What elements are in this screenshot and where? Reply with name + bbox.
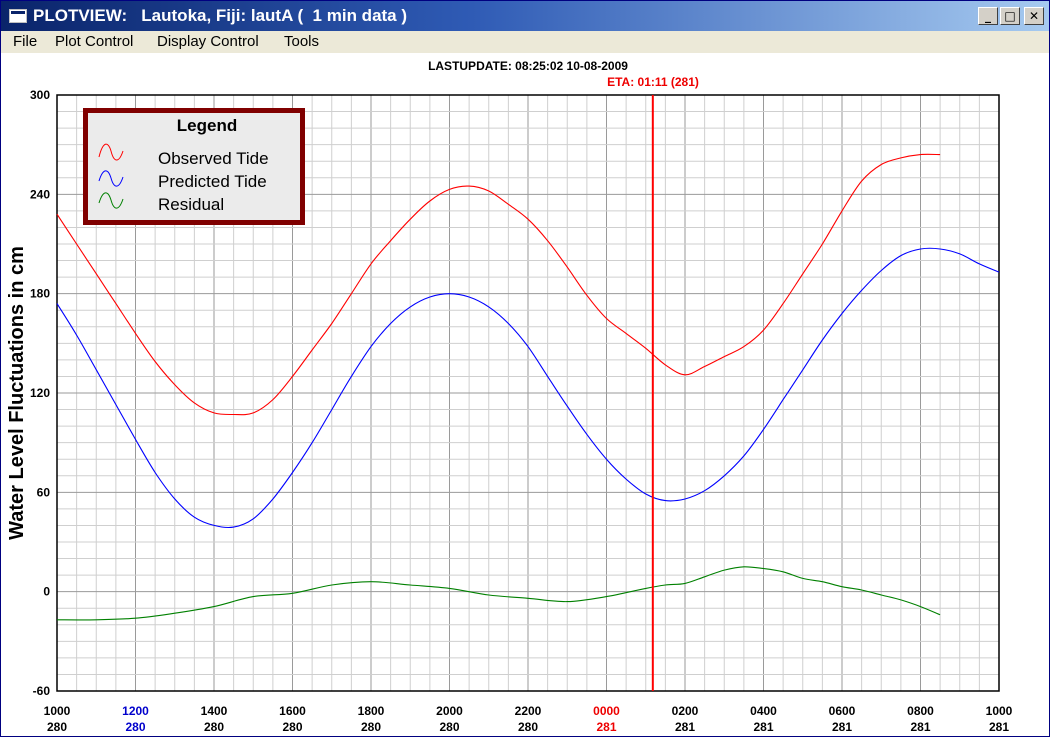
- x-tick-time-label: 0200: [672, 704, 699, 718]
- observed-legend-swatch-icon: [98, 143, 124, 161]
- series-layer: [56, 153, 1000, 621]
- y-tick-label: -60: [33, 684, 51, 698]
- x-tick-day-label: 280: [47, 720, 67, 734]
- y-axis-ticks: 300 240 180 120 60 0 -60: [30, 88, 50, 698]
- x-tick-time-label: 1000: [44, 704, 71, 718]
- x-tick-time-label: 0800: [907, 704, 934, 718]
- predicted-tide-line: [56, 247, 1000, 529]
- x-tick-day-label: 281: [753, 720, 773, 734]
- y-tick-label: 180: [30, 287, 50, 301]
- x-tick-day-label: 280: [518, 720, 538, 734]
- x-tick-day-label: 280: [204, 720, 224, 734]
- x-tick-time-label: 1400: [201, 704, 228, 718]
- x-tick-day-label: 281: [910, 720, 930, 734]
- x-tick-day-label: 281: [596, 720, 616, 734]
- eta-label: ETA: 01:11 (281): [607, 75, 699, 89]
- x-tick-time-label: 1000: [986, 704, 1013, 718]
- x-tick-day-label: 280: [439, 720, 459, 734]
- last-update-label: LASTUPDATE: 08:25:02 10-08-2009: [428, 59, 628, 73]
- x-tick-day-label: 281: [832, 720, 852, 734]
- y-tick-label: 120: [30, 386, 50, 400]
- x-tick-time-label: 0400: [750, 704, 777, 718]
- x-tick-day-label: 281: [989, 720, 1009, 734]
- x-tick-time-label: 2000: [436, 704, 463, 718]
- x-tick-day-label: 280: [361, 720, 381, 734]
- x-tick-day-label: 280: [282, 720, 302, 734]
- legend-entry-predicted: Predicted Tide: [158, 172, 267, 191]
- x-tick-time-label: 1600: [279, 704, 306, 718]
- window-title: PLOTVIEW: Lautoka, Fiji: lautA ( 1 min d…: [33, 6, 408, 25]
- residual-line: [56, 566, 941, 621]
- legend-box[interactable]: Legend Observed Tide Predicted Tide Resi…: [83, 108, 305, 225]
- menu-tools[interactable]: Tools: [284, 33, 320, 50]
- close-button[interactable]: ✕: [1024, 7, 1044, 25]
- x-tick-time-label: 2200: [515, 704, 542, 718]
- menu-plot-control[interactable]: Plot Control: [55, 33, 134, 50]
- legend-entry-residual: Residual: [158, 195, 224, 214]
- x-tick-time-label: 0600: [829, 704, 856, 718]
- menu-bar: File Plot Control Display Control Tools: [1, 31, 1049, 53]
- residual-legend-swatch-icon: [98, 192, 124, 209]
- y-tick-label: 60: [37, 485, 51, 499]
- x-tick-day-label: 281: [675, 720, 695, 734]
- legend-entry-observed: Observed Tide: [158, 149, 269, 168]
- plot-frame: [56, 94, 1000, 692]
- legend-title: Legend: [177, 116, 237, 135]
- maximize-button[interactable]: □: [1000, 7, 1020, 25]
- x-tick-time-label: 0000: [593, 704, 620, 718]
- x-tick-time-label: 1800: [358, 704, 385, 718]
- tide-chart: LASTUPDATE: 08:25:02 10-08-2009 ETA: 01:…: [6, 59, 1013, 734]
- plot-area: LASTUPDATE: 08:25:02 10-08-2009 ETA: 01:…: [3, 53, 1047, 736]
- y-tick-label: 300: [30, 88, 50, 102]
- menu-display-control[interactable]: Display Control: [157, 33, 259, 50]
- y-tick-label: 240: [30, 187, 50, 201]
- y-tick-label: 0: [43, 585, 50, 599]
- x-tick-day-label: 280: [125, 720, 145, 734]
- y-axis-label: Water Level Fluctuations in cm: [6, 246, 28, 540]
- x-axis-ticks: 1000 280 1200 280 1400 280 1600 280 1800 280 2000 2…: [44, 704, 1013, 734]
- menu-file[interactable]: File: [13, 33, 38, 50]
- title-bar[interactable]: PLOTVIEW: Lautoka, Fiji: lautA ( 1 min d…: [1, 1, 1049, 31]
- observed-tide-line: [56, 153, 941, 416]
- x-tick-time-label: 1200: [122, 704, 149, 718]
- predicted-legend-swatch-icon: [98, 170, 124, 187]
- minimize-button[interactable]: _: [978, 7, 998, 25]
- app-icon[interactable]: [9, 9, 27, 23]
